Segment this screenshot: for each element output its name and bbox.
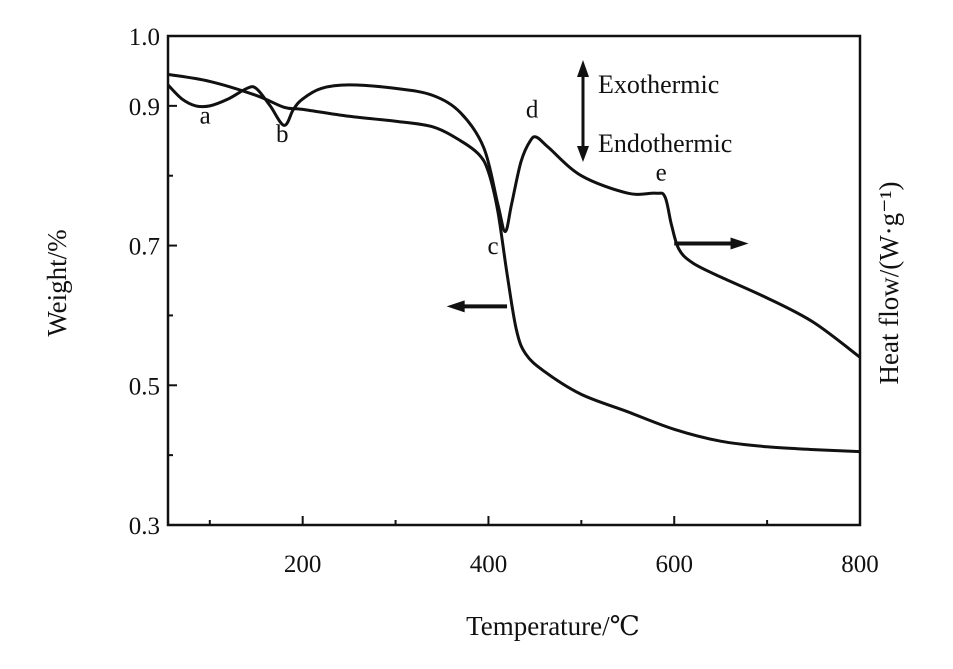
exo-endo-arrow — [577, 60, 589, 162]
exo-arrow-head — [577, 60, 589, 77]
y-axis-title: Weight/% — [42, 229, 72, 336]
x-tick-label: 600 — [655, 551, 693, 578]
x-tick-label: 200 — [284, 551, 322, 578]
series-group — [166, 72, 861, 454]
annotations: a b c d e — [200, 97, 749, 313]
y-tick-label: 0.3 — [129, 513, 160, 540]
weight-curve — [167, 72, 861, 454]
peak-label-b: b — [276, 121, 289, 148]
arrow-head — [730, 237, 749, 250]
y-tick-label: 1.0 — [129, 24, 160, 51]
y-tick-label: 0.7 — [129, 234, 160, 261]
heat-flow-curve — [166, 83, 861, 359]
legend: Exothermic Endothermic — [577, 60, 732, 162]
peak-label-c: c — [488, 233, 499, 260]
legend-exothermic-label: Exothermic — [598, 70, 719, 99]
peak-label-e: e — [656, 160, 667, 187]
y-tick-label: 0.5 — [129, 373, 160, 400]
axes: 0.3 0.5 0.7 0.9 1.0 200 400 600 800 — [129, 24, 879, 578]
heat-flow-axis-arrow — [674, 237, 749, 250]
weight-axis-arrow — [446, 300, 508, 313]
x-axis-title: Temperature/℃ — [466, 611, 640, 641]
plot-frame — [166, 34, 862, 527]
y-tick-label: 0.9 — [129, 94, 160, 121]
peak-label-d: d — [526, 97, 539, 124]
x-tick-label: 800 — [841, 551, 879, 578]
arrow-head — [446, 300, 465, 313]
y2-axis-title: Heat flow/(W·g⁻¹) — [874, 181, 904, 384]
endo-arrow-head — [577, 146, 589, 162]
x-tick-label: 400 — [470, 551, 508, 578]
legend-endothermic-label: Endothermic — [598, 129, 732, 158]
peak-label-a: a — [200, 102, 211, 129]
